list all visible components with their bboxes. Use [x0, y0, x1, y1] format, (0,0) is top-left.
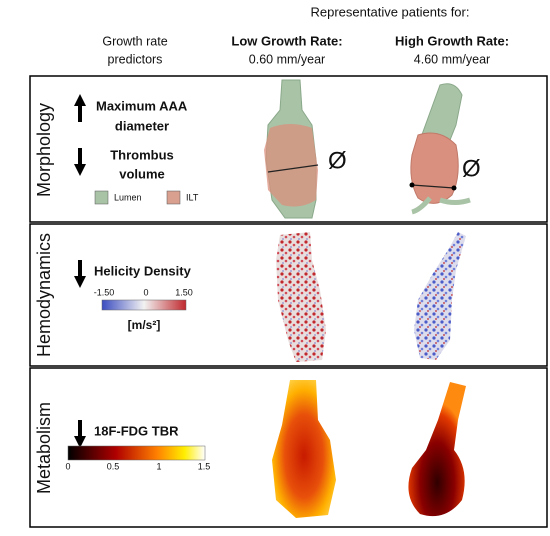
diameter-end — [409, 182, 415, 188]
diameter-line — [411, 184, 455, 189]
column-rate: 4.60 mm/year — [414, 52, 490, 66]
row-box — [29, 223, 548, 367]
helicity-map — [414, 232, 466, 360]
colorbar — [67, 445, 206, 461]
diameter-symbol: Ø — [462, 155, 481, 182]
tbr-map — [408, 382, 466, 517]
row-box — [29, 75, 548, 223]
legend-label: ILT — [186, 192, 199, 202]
colorbar-tick: 0 — [143, 287, 148, 297]
diameter-line — [267, 164, 319, 173]
colorbar-unit: [m/s²] — [128, 318, 161, 332]
colorbar-tick: 1.50 — [175, 287, 193, 297]
column-title: Low Growth Rate: — [231, 33, 342, 48]
header-title: Representative patients for: — [311, 4, 470, 19]
aneurysm-lumen — [419, 83, 463, 141]
colorbar-tick: -1.50 — [94, 287, 115, 297]
predictors-heading: Growth rate — [102, 34, 167, 48]
row-label: Metabolism — [34, 402, 54, 494]
predictor: diameter — [115, 118, 169, 133]
predictor: Thrombus — [110, 147, 174, 162]
column-rate: 0.60 mm/year — [249, 52, 325, 66]
tbr-map — [272, 380, 336, 518]
colorbar — [101, 299, 187, 311]
column-title: High Growth Rate: — [395, 33, 509, 48]
legend-label: Lumen — [114, 192, 142, 202]
aneurysm-thrombus — [410, 132, 459, 204]
row-label: Hemodynamics — [34, 233, 54, 357]
colorbar-tick: 0 — [65, 461, 70, 471]
predictor: Maximum AAA — [96, 98, 188, 113]
diameter-end — [451, 185, 457, 191]
colorbar-tick: 1 — [156, 461, 161, 471]
iliac-arteries — [411, 196, 471, 215]
helicity-map — [276, 232, 326, 362]
row-box — [29, 367, 548, 528]
predictors-heading: predictors — [108, 52, 163, 66]
legend-swatch — [166, 190, 181, 205]
row-label: Morphology — [34, 103, 54, 197]
predictor: 18F-FDG TBR — [94, 423, 179, 438]
colorbar-tick: 0.5 — [107, 461, 120, 471]
legend-swatch — [94, 190, 109, 205]
colorbar-tick: 1.5 — [198, 461, 211, 471]
predictor: volume — [119, 166, 165, 181]
aneurysm-thrombus — [264, 124, 318, 207]
predictor: Helicity Density — [94, 263, 192, 278]
diameter-symbol: Ø — [328, 147, 347, 174]
